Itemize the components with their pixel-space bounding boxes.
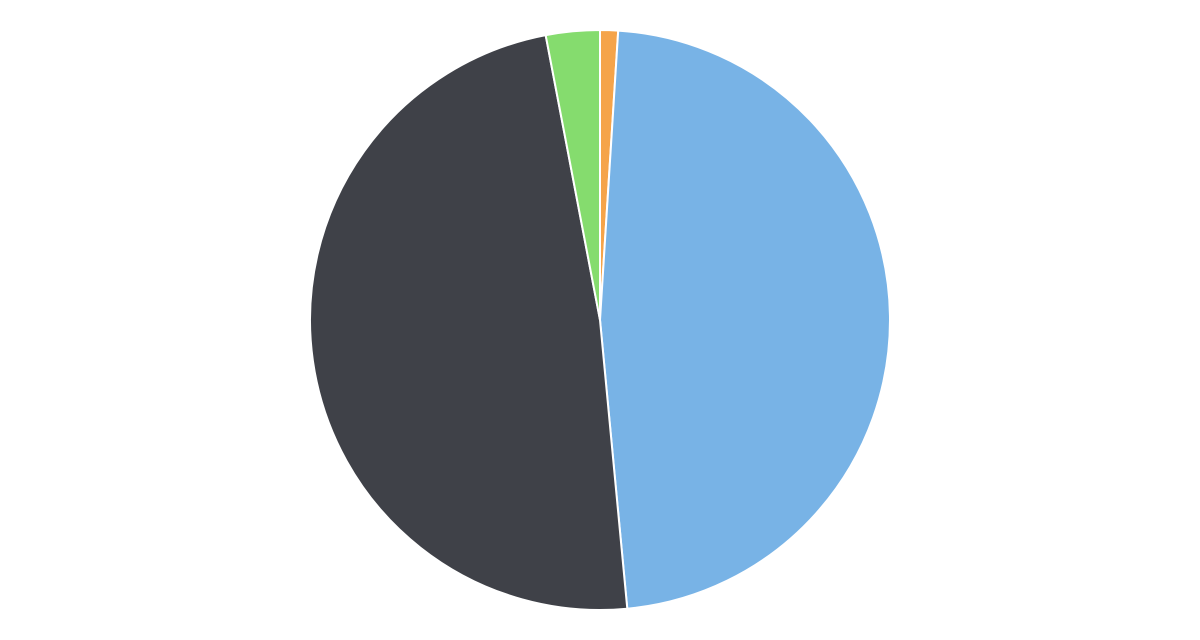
pie-chart xyxy=(0,0,1200,640)
pie-slice-slice-blue xyxy=(600,31,890,609)
pie-chart-container xyxy=(0,0,1200,640)
